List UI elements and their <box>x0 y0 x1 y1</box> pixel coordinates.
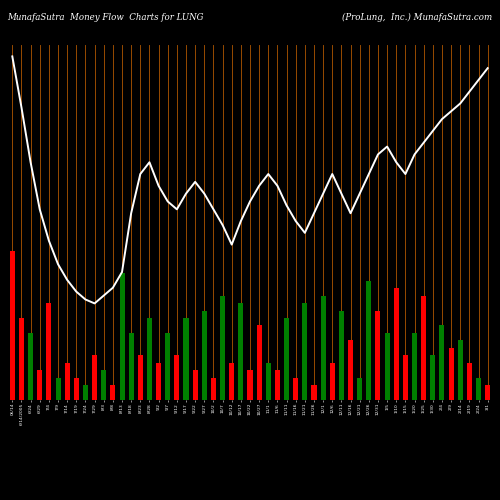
Bar <box>165 333 170 400</box>
Text: MunafaSutra  Money Flow  Charts for LUNG: MunafaSutra Money Flow Charts for LUNG <box>8 12 204 22</box>
Bar <box>339 310 344 400</box>
Bar <box>10 251 15 400</box>
Bar <box>284 318 289 400</box>
Bar <box>74 378 79 400</box>
Bar <box>46 303 52 400</box>
Bar <box>458 340 463 400</box>
Bar <box>448 348 454 400</box>
Bar <box>348 340 353 400</box>
Bar <box>293 378 298 400</box>
Bar <box>440 326 444 400</box>
Bar <box>220 296 225 400</box>
Bar <box>421 296 426 400</box>
Bar <box>120 274 124 400</box>
Bar <box>384 333 390 400</box>
Text: (ProLung,  Inc.) MunafaSutra.com: (ProLung, Inc.) MunafaSutra.com <box>342 12 492 22</box>
Bar <box>174 356 180 400</box>
Bar <box>192 370 198 400</box>
Bar <box>412 333 417 400</box>
Bar <box>485 385 490 400</box>
Bar <box>330 362 335 400</box>
Bar <box>28 333 33 400</box>
Bar <box>202 310 207 400</box>
Bar <box>312 385 316 400</box>
Bar <box>128 333 134 400</box>
Bar <box>376 310 380 400</box>
Bar <box>211 378 216 400</box>
Bar <box>138 356 143 400</box>
Bar <box>184 318 188 400</box>
Bar <box>248 370 252 400</box>
Bar <box>302 303 308 400</box>
Bar <box>19 318 24 400</box>
Bar <box>37 370 43 400</box>
Bar <box>110 385 116 400</box>
Bar <box>56 378 60 400</box>
Bar <box>92 356 97 400</box>
Bar <box>238 303 244 400</box>
Bar <box>394 288 399 400</box>
Bar <box>229 362 234 400</box>
Bar <box>476 378 481 400</box>
Bar <box>467 362 472 400</box>
Bar <box>366 280 372 400</box>
Bar <box>147 318 152 400</box>
Bar <box>320 296 326 400</box>
Bar <box>403 356 408 400</box>
Bar <box>101 370 106 400</box>
Bar <box>256 326 262 400</box>
Bar <box>275 370 280 400</box>
Bar <box>266 362 271 400</box>
Bar <box>156 362 161 400</box>
Bar <box>64 362 70 400</box>
Bar <box>430 356 436 400</box>
Bar <box>83 385 88 400</box>
Bar <box>357 378 362 400</box>
